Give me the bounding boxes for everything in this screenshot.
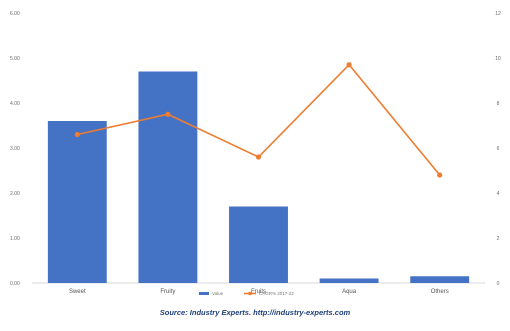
left-tick-label: 3.00 xyxy=(10,146,20,152)
legend-label-value: Value xyxy=(212,291,224,296)
legend-label-cagr: CAGR% 2017-22 xyxy=(259,291,294,296)
category-label: Fruity xyxy=(160,289,175,295)
legend-swatch-value xyxy=(199,292,209,295)
bar xyxy=(410,276,470,283)
left-tick-label: 1.00 xyxy=(10,236,20,242)
category-label: Sweet xyxy=(69,289,86,295)
bar xyxy=(47,121,107,283)
left-tick-label: 5.00 xyxy=(10,56,20,62)
category-labels: Sweet Fruity Fruits Aqua Others xyxy=(69,289,449,295)
category-label: Fruits xyxy=(251,289,266,295)
left-tick-label: 4.00 xyxy=(10,101,20,107)
line-point xyxy=(346,62,352,68)
line-point xyxy=(437,172,443,178)
bar xyxy=(138,71,198,283)
bar-series xyxy=(47,71,470,283)
right-axis-ticks: 0 2 4 6 8 10 12 xyxy=(495,11,501,287)
left-tick-label: 2.00 xyxy=(10,191,20,197)
legend-marker-cagr xyxy=(248,291,252,296)
right-tick-label: 0 xyxy=(497,281,500,287)
left-tick-label: 0.00 xyxy=(10,281,20,287)
left-tick-label: 6.00 xyxy=(10,11,20,17)
right-tick-label: 10 xyxy=(495,56,501,62)
right-tick-label: 12 xyxy=(495,11,501,17)
right-tick-label: 6 xyxy=(497,146,500,152)
right-tick-label: 4 xyxy=(497,191,500,197)
category-label: Others xyxy=(431,289,449,295)
line-point xyxy=(255,154,262,160)
source-note: Source: Industry Experts. http://industr… xyxy=(160,308,351,317)
left-axis-ticks: 0.00 1.00 2.00 3.00 4.00 5.00 6.00 xyxy=(10,11,20,287)
right-tick-label: 2 xyxy=(497,236,500,242)
line-series xyxy=(74,62,443,178)
bar xyxy=(229,206,288,283)
right-tick-label: 8 xyxy=(497,101,500,107)
bar xyxy=(319,278,379,283)
legend: Value CAGR% 2017-22 xyxy=(199,291,294,296)
line-point xyxy=(74,131,80,138)
line-point xyxy=(165,111,171,117)
category-label: Aqua xyxy=(342,289,357,295)
